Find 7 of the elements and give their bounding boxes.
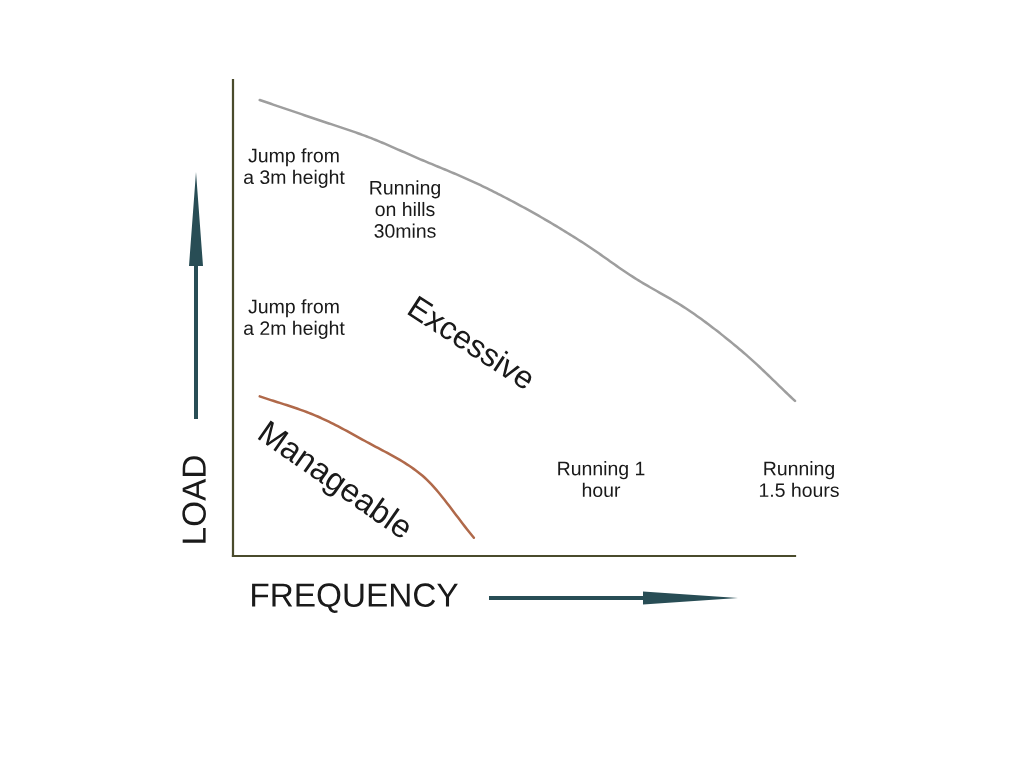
annotation: Running on hills 30mins (370, 180, 440, 238)
x-axis-title: FREQUENCY (252, 583, 458, 613)
annotation: Running 1.5 hours (759, 461, 839, 498)
annotation: Running 1 hour (558, 461, 645, 498)
annotation: Jump from a 2m height (244, 299, 345, 339)
y-axis-title: LOAD (182, 456, 206, 543)
annotation: Jump from a 3m height (244, 148, 345, 188)
